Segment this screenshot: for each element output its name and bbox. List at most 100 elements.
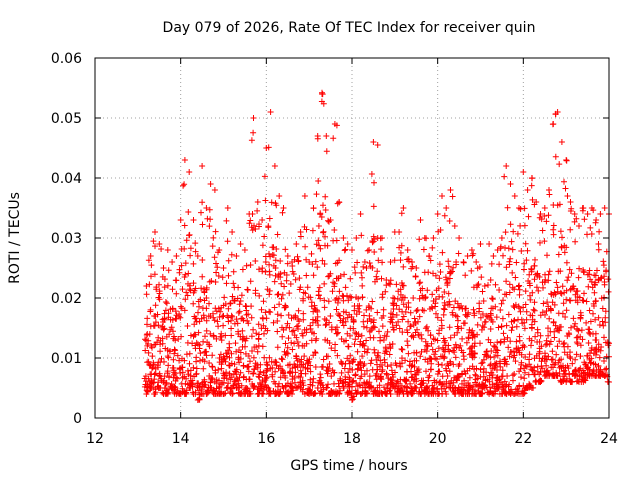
data-point bbox=[450, 379, 457, 386]
data-point bbox=[377, 363, 383, 370]
data-point bbox=[408, 368, 414, 375]
data-point bbox=[375, 257, 382, 264]
data-point bbox=[156, 290, 163, 297]
data-point bbox=[413, 265, 420, 271]
data-point bbox=[560, 300, 567, 307]
data-point bbox=[283, 277, 290, 284]
data-point bbox=[449, 311, 456, 318]
data-point bbox=[318, 379, 325, 386]
data-point bbox=[422, 346, 428, 353]
data-point bbox=[529, 196, 536, 203]
data-point bbox=[163, 379, 170, 386]
data-point bbox=[557, 363, 564, 370]
data-point bbox=[434, 371, 441, 377]
data-point bbox=[428, 340, 435, 347]
data-point bbox=[195, 329, 202, 336]
data-point bbox=[256, 223, 262, 230]
data-point bbox=[181, 274, 188, 280]
data-point bbox=[206, 343, 213, 350]
data-point bbox=[530, 306, 537, 313]
data-point bbox=[149, 353, 156, 360]
data-point bbox=[271, 359, 278, 366]
data-point bbox=[588, 359, 595, 366]
data-point bbox=[262, 197, 269, 204]
data-point bbox=[187, 372, 194, 379]
data-point bbox=[363, 265, 370, 271]
data-point bbox=[169, 317, 176, 323]
data-point bbox=[567, 379, 574, 385]
data-point bbox=[471, 340, 478, 347]
data-point bbox=[152, 302, 159, 309]
data-point bbox=[181, 391, 188, 397]
data-point bbox=[351, 341, 358, 348]
data-point bbox=[561, 249, 568, 256]
data-point bbox=[596, 354, 603, 361]
data-point bbox=[395, 380, 402, 387]
data-point bbox=[317, 210, 324, 217]
data-point bbox=[164, 370, 171, 377]
data-point bbox=[248, 137, 255, 144]
data-point bbox=[215, 305, 222, 312]
data-point bbox=[250, 370, 257, 377]
data-point bbox=[347, 275, 354, 282]
data-point bbox=[371, 346, 378, 353]
data-point bbox=[355, 331, 362, 338]
data-point bbox=[592, 330, 599, 337]
data-point bbox=[443, 391, 450, 397]
data-point bbox=[370, 139, 377, 145]
data-point bbox=[537, 211, 544, 217]
data-point bbox=[522, 369, 528, 376]
data-point bbox=[374, 276, 380, 283]
data-point bbox=[572, 320, 579, 327]
data-point bbox=[223, 375, 230, 382]
data-point bbox=[500, 252, 506, 259]
data-point bbox=[182, 260, 189, 267]
data-point bbox=[471, 354, 478, 361]
data-point bbox=[553, 369, 560, 376]
data-point bbox=[579, 336, 586, 343]
data-point bbox=[420, 377, 427, 384]
data-point bbox=[414, 326, 420, 333]
data-point bbox=[439, 249, 446, 256]
data-point bbox=[591, 303, 597, 309]
data-point bbox=[513, 259, 520, 266]
data-point bbox=[468, 267, 475, 274]
data-point bbox=[477, 241, 484, 247]
data-point bbox=[424, 383, 431, 390]
data-point bbox=[467, 384, 474, 391]
data-point bbox=[254, 207, 261, 214]
data-point bbox=[206, 360, 213, 366]
data-point bbox=[554, 373, 561, 379]
data-point bbox=[561, 349, 568, 356]
data-point bbox=[557, 228, 564, 235]
data-point bbox=[176, 313, 183, 320]
data-point bbox=[172, 337, 179, 344]
data-point bbox=[518, 248, 525, 254]
data-point bbox=[464, 313, 470, 320]
data-point bbox=[278, 280, 285, 287]
data-point bbox=[435, 285, 442, 292]
data-point bbox=[203, 295, 210, 301]
data-point bbox=[424, 287, 431, 294]
data-point bbox=[164, 247, 171, 253]
data-point bbox=[239, 327, 246, 334]
data-point bbox=[588, 205, 595, 211]
data-point bbox=[173, 277, 180, 284]
data-point bbox=[416, 236, 423, 243]
data-point bbox=[322, 193, 329, 200]
data-point bbox=[511, 317, 518, 324]
data-point bbox=[369, 298, 376, 305]
data-point bbox=[550, 231, 557, 238]
data-point bbox=[509, 269, 516, 276]
data-point bbox=[224, 385, 231, 391]
data-point bbox=[181, 157, 188, 163]
data-point bbox=[374, 352, 381, 359]
data-point bbox=[352, 329, 359, 336]
data-point bbox=[364, 349, 371, 356]
data-point bbox=[424, 343, 431, 350]
data-point bbox=[528, 385, 535, 391]
data-point bbox=[249, 348, 255, 354]
data-point bbox=[516, 305, 523, 312]
data-point bbox=[347, 293, 354, 300]
data-point bbox=[492, 344, 499, 350]
